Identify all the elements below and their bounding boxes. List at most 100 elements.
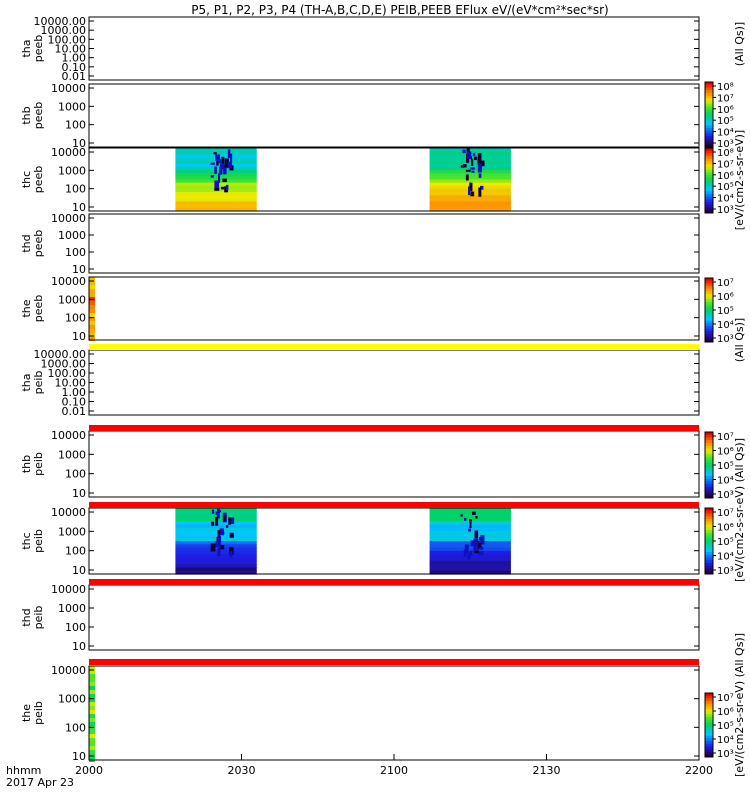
spectrogram-cell	[473, 156, 478, 161]
colorbar-swatch	[705, 141, 713, 145]
colorbar-swatch	[705, 318, 713, 322]
spectrogram-cell	[429, 541, 511, 545]
colorbar-tick-label: 10³	[717, 749, 734, 760]
y-tick-label: 10.00	[55, 377, 87, 390]
panel-edge-strip	[89, 277, 95, 341]
colorbar-swatch	[705, 741, 713, 745]
colorbar-swatch	[705, 199, 713, 203]
spectrogram-cell	[210, 175, 214, 178]
spectrogram-cell	[473, 538, 479, 542]
colorbar-swatch	[705, 560, 713, 564]
y-tick-label: 100	[65, 183, 86, 196]
colorbar-swatch	[705, 310, 713, 314]
colorbar-tick-label: 10⁵	[717, 306, 734, 317]
spectrogram-cell	[429, 514, 511, 519]
spectrogram-cell	[429, 564, 511, 568]
colorbar-tick-label: 10⁴	[717, 552, 734, 563]
colorbar-swatch	[705, 510, 713, 514]
spectrogram-cell	[214, 166, 217, 174]
panel-probe-label: tha	[20, 39, 33, 57]
spectrogram-cell	[89, 301, 95, 305]
colorbar-axis-label: (All Qs)]	[733, 22, 746, 66]
y-tick-label: 1000	[58, 229, 86, 242]
colorbar-swatch	[705, 87, 713, 91]
panel-the-peeb: 10000 1000 100 10 the peeb	[20, 275, 700, 343]
colorbar-swatch	[705, 130, 713, 134]
spectrogram-cell	[227, 161, 232, 169]
spectrogram-cell	[429, 544, 511, 549]
spectrogram-cell	[470, 158, 474, 166]
spectrogram-cell	[217, 508, 220, 519]
colorbar-swatch	[705, 294, 713, 298]
colorbar-swatch	[705, 524, 713, 528]
colorbar-tick-label: 10⁶	[717, 447, 734, 458]
y-tick-label: 1000	[58, 602, 86, 615]
colorbar-swatch	[705, 98, 713, 102]
colorbar-swatch	[705, 470, 713, 474]
colorbar-swatch	[705, 109, 713, 113]
spectrogram-cell	[471, 170, 475, 173]
colorbar-swatch	[705, 175, 713, 179]
colorbar-swatch	[705, 177, 713, 181]
spectrogram-cell	[468, 186, 471, 196]
y-tick-label: 10	[72, 330, 86, 343]
colorbar-swatch	[705, 336, 713, 340]
colorbar-swatch	[705, 549, 713, 553]
colorbar-tick-label: 10⁴	[717, 194, 734, 205]
spectrogram-cell	[89, 694, 95, 698]
panel-probe-label: thc	[20, 171, 33, 188]
colorbar-swatch	[705, 714, 713, 718]
colorbar-layer: 10⁸10⁷10⁶10⁵10⁴10³10⁸10⁷10⁶10⁵10⁴10³10⁷1…	[704, 81, 734, 760]
colorbar-swatch	[705, 164, 713, 168]
panel-probe-label: the	[20, 704, 33, 722]
colorbar-swatch	[705, 144, 713, 148]
spectrogram-cell	[219, 528, 224, 536]
spectrogram-cell	[175, 531, 257, 535]
spectrogram-cell	[222, 178, 227, 183]
y-tick-label: 100	[65, 312, 86, 325]
spectrogram-cell	[89, 718, 95, 722]
panel-frame	[88, 83, 700, 148]
spectrogram-cell	[429, 204, 511, 209]
spectrogram-cell	[429, 160, 511, 165]
spectrogram-cell	[429, 534, 511, 539]
colorbar-tick-label: 10⁷	[717, 93, 734, 104]
colorbar-swatch	[705, 557, 713, 561]
colorbar-tick-label: 10⁸	[717, 148, 734, 159]
colorbar-swatch	[705, 703, 713, 707]
spectrogram-block	[429, 508, 511, 575]
colorbar-swatch	[705, 454, 713, 458]
colorbar-swatch	[705, 456, 713, 460]
colorbar-tick-label: 10⁴	[717, 320, 734, 331]
panel-the-peib: 10000 1000 100 10 the peib	[20, 664, 700, 763]
spectrogram-cell	[175, 198, 257, 203]
chart-title: P5, P1, P2, P3, P4 (TH-A,B,C,D,E) PEIB,P…	[191, 3, 608, 17]
spectrogram-cell	[175, 570, 257, 575]
spectrogram-cell	[477, 542, 482, 548]
spectrogram-cell	[479, 546, 484, 550]
spectrogram-cell	[429, 163, 511, 168]
spectrogram-cell	[89, 325, 95, 329]
spectrogram-cell	[473, 541, 479, 552]
spectrogram-cell	[224, 158, 229, 168]
y-tick-label: 1000	[58, 164, 86, 177]
colorbar-swatch	[705, 207, 713, 211]
spectrogram-cell	[472, 511, 476, 515]
spectrogram-cell	[89, 714, 95, 718]
colorbar-swatch	[705, 185, 713, 190]
colorbar-swatch	[705, 304, 713, 308]
spectrogram-cell	[429, 570, 511, 575]
spectrogram-cell	[175, 195, 257, 199]
colorbar-swatch	[705, 508, 713, 512]
colorbar-swatch	[705, 706, 713, 710]
panel-probe-label: thb	[20, 455, 33, 473]
colorbar-swatch	[705, 204, 713, 209]
colorbar-tick-label: 10⁷	[717, 278, 734, 289]
spectrogram-cell	[89, 277, 95, 281]
spectrogram-block	[429, 148, 511, 212]
y-tick-label: 10.00	[55, 43, 87, 56]
spectrogram-cell	[477, 153, 482, 162]
spectrogram-cell	[219, 166, 223, 175]
